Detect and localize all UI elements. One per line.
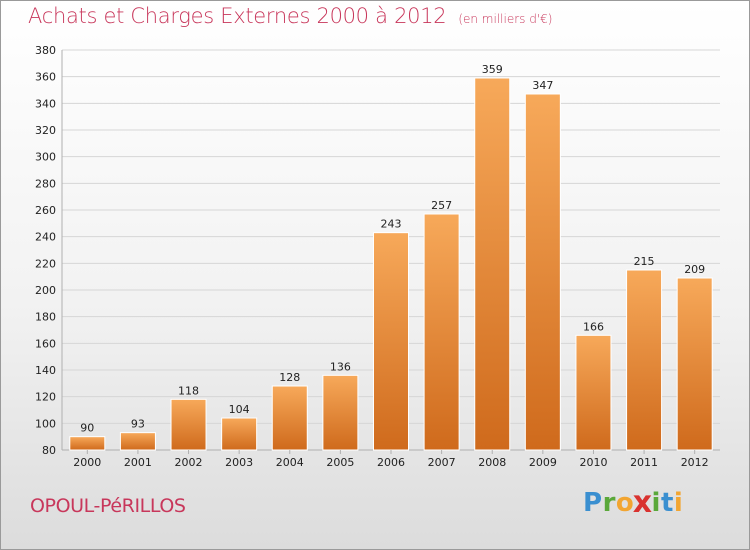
bar-value-label: 128	[279, 371, 300, 384]
bar	[69, 436, 106, 451]
bar	[119, 432, 156, 451]
x-tick-label: 2012	[681, 456, 709, 469]
y-tick-label: 340	[35, 97, 56, 110]
x-tick-label: 2003	[225, 456, 253, 469]
x-tick-label: 2009	[529, 456, 557, 469]
x-tick-label: 2000	[73, 456, 101, 469]
bar-value-label: 257	[431, 199, 452, 212]
y-tick-label: 100	[35, 417, 56, 430]
chart-title: Achats et Charges Externes 2000 à 2012 (e…	[28, 4, 552, 28]
data-labels: 90 93 118 104 128 136 243 257 359 347 166 215 209	[80, 63, 705, 435]
bar	[271, 385, 308, 451]
bar	[423, 213, 460, 451]
x-tick-label: 2002	[175, 456, 203, 469]
logo-letter: t	[660, 488, 674, 518]
logo-letter: x	[632, 485, 653, 521]
logo-letter: i	[673, 488, 684, 518]
x-tick-label: 2007	[428, 456, 456, 469]
bar	[322, 374, 359, 451]
proxiti-logo: Proxiti	[583, 485, 684, 521]
y-tick-label: 320	[35, 124, 56, 137]
bar-value-label: 347	[532, 79, 553, 92]
bar-value-label: 90	[80, 422, 94, 435]
bars	[69, 77, 713, 451]
bar	[676, 277, 713, 451]
logo-letter: r	[602, 488, 616, 518]
y-tick-label: 260	[35, 204, 56, 217]
bar-value-label: 93	[131, 418, 145, 431]
x-tick-label: 2001	[124, 456, 152, 469]
y-tick-label: 200	[35, 284, 56, 297]
x-axis-ticks: 2000 2001 2002 2003 2004 2005 2006 2007 2008 2009…	[73, 450, 709, 469]
y-tick-label: 360	[35, 71, 56, 84]
place-name: OPOUL-PéRILLOS	[30, 495, 186, 517]
bar	[575, 334, 612, 451]
y-axis-ticks: 80 100 120 140 160 180 200 220 240 260 280 300 320 34…	[35, 44, 56, 457]
bar	[170, 398, 207, 451]
bar-value-label: 166	[583, 320, 604, 333]
bar	[474, 77, 511, 451]
x-tick-label: 2004	[276, 456, 304, 469]
y-tick-label: 180	[35, 311, 56, 324]
x-tick-label: 2010	[579, 456, 607, 469]
y-tick-label: 140	[35, 364, 56, 377]
chart-subtitle: (en milliers d'€)	[458, 12, 553, 26]
logo-letter: P	[583, 488, 603, 518]
y-tick-label: 160	[35, 337, 56, 350]
bar	[221, 417, 258, 451]
bar	[626, 269, 663, 451]
chart-title-text: Achats et Charges Externes 2000 à 2012	[28, 4, 447, 28]
x-tick-label: 2011	[630, 456, 658, 469]
x-tick-label: 2008	[478, 456, 506, 469]
y-tick-label: 120	[35, 391, 56, 404]
x-tick-label: 2005	[326, 456, 354, 469]
y-tick-label: 300	[35, 151, 56, 164]
bar-value-label: 104	[229, 403, 250, 416]
y-tick-label: 220	[35, 257, 56, 270]
y-tick-label: 240	[35, 231, 56, 244]
y-tick-label: 280	[35, 177, 56, 190]
bar-value-label: 215	[634, 255, 655, 268]
bar-value-label: 136	[330, 360, 351, 373]
bar	[373, 232, 409, 451]
logo-letter: o	[615, 488, 635, 518]
bar-value-label: 209	[684, 263, 705, 276]
bar-value-label: 359	[482, 63, 503, 76]
bar-value-label: 118	[178, 384, 199, 397]
x-tick-label: 2006	[377, 456, 405, 469]
y-tick-label: 380	[35, 44, 56, 57]
bar	[524, 93, 561, 451]
y-tick-label: 80	[42, 444, 56, 457]
logo-letter: i	[651, 488, 661, 518]
bar-value-label: 243	[381, 218, 402, 231]
